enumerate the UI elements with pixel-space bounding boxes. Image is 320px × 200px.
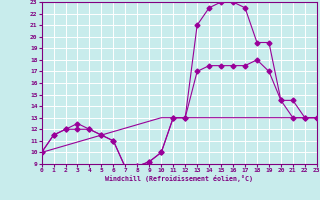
X-axis label: Windchill (Refroidissement éolien,°C): Windchill (Refroidissement éolien,°C) [105,175,253,182]
